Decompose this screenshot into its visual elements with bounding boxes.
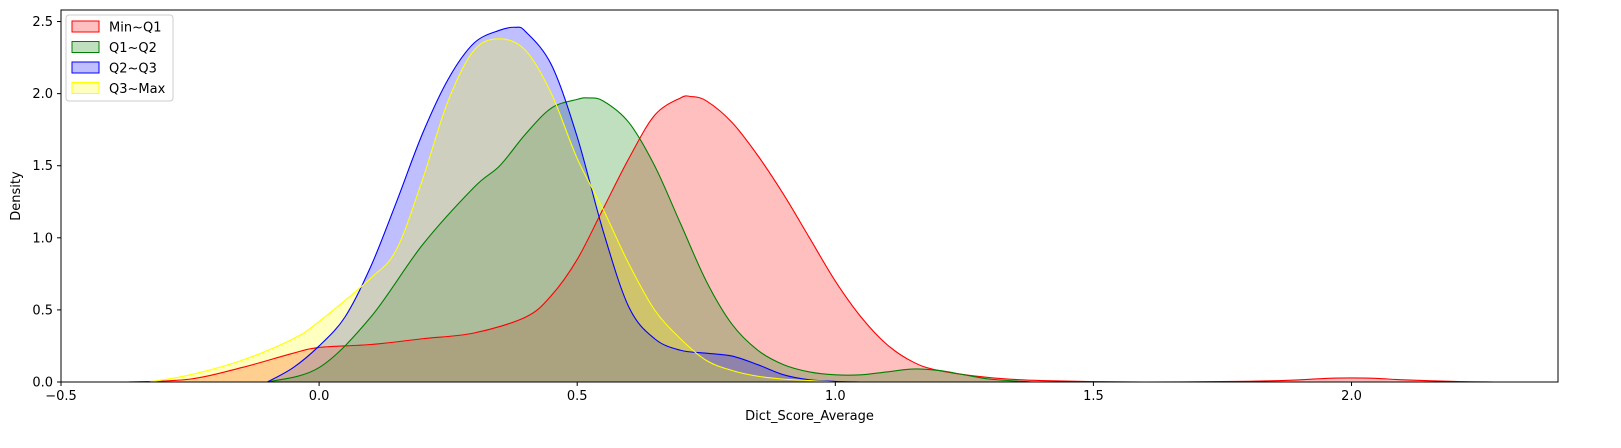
legend-swatch [71,82,100,94]
line-series-3 [148,38,836,383]
legend-label: Q3~Max [109,82,166,97]
legend-swatch [71,41,100,53]
y-tick-label: 1.5 [32,159,53,174]
y-tick-label: 2.0 [32,87,53,102]
legend-label: Q2~Q3 [109,62,157,77]
y-tick-label: 1.0 [32,231,53,246]
density-areas [128,27,1497,383]
x-axis-title: Dict_Score_Average [745,409,874,424]
line-series-0 [128,95,1497,383]
area-series-0 [128,95,1497,382]
area-series-2 [267,27,862,382]
legend-swatch [71,20,100,33]
plot-frame [60,9,1559,383]
legend-label: Q1~Q2 [109,41,157,56]
legend: Min~Q1 Q1~Q2 Q2~Q3 Q3~Max [65,14,174,102]
x-tick-label: 1.5 [1083,389,1104,404]
x-tick-label: 1.0 [825,389,846,404]
x-tick-label: 2.0 [1341,389,1362,404]
area-series-3 [148,38,836,383]
y-tick-label: 0.0 [32,376,53,391]
density-lines [128,26,1497,383]
area-series-1 [267,97,1032,382]
legend-swatch [71,61,100,74]
line-series-1 [267,97,1032,383]
legend-label: Min~Q1 [109,21,161,36]
x-tick-label: −0.5 [45,389,77,404]
y-axis-title: Density [9,171,24,221]
y-axis: 0.0 0.5 1.0 1.5 2.0 2.5 [32,15,61,391]
y-tick-label: 0.5 [32,303,53,318]
x-tick-label: 0.5 [567,389,588,404]
legend-box [65,14,174,102]
x-axis: −0.5 0.0 0.5 1.0 1.5 2.0 [45,382,1362,404]
line-series-2 [267,26,862,383]
y-tick-label: 2.5 [32,15,53,30]
x-tick-label: 0.0 [309,389,330,404]
